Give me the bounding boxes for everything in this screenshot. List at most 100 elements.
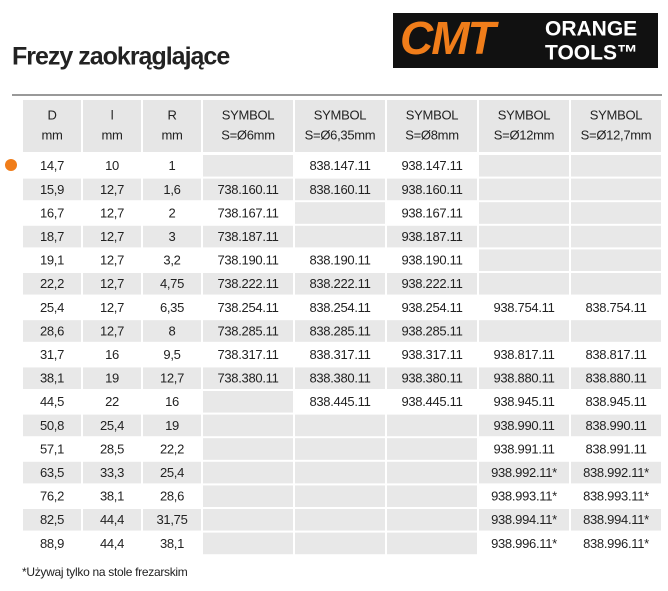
cell-text: 44,4 — [100, 512, 124, 527]
cell-text: 38,1 — [160, 536, 184, 551]
cell-text: 738.187.11 — [217, 229, 278, 244]
cell-bg — [571, 155, 661, 177]
cell-text: 838.817.11 — [585, 347, 646, 362]
cell-text: 76,2 — [40, 489, 64, 504]
cell-text: 938.254.11 — [401, 300, 462, 315]
cell-bg — [571, 202, 661, 224]
cell-text: 838.380.11 — [309, 371, 370, 386]
cell-text: 16 — [105, 347, 119, 362]
cell-bg — [143, 367, 201, 389]
cell-bg — [479, 225, 569, 248]
cell-bg — [387, 509, 477, 531]
cell-text: 12,7 — [100, 323, 124, 338]
cell-bg — [23, 461, 81, 484]
header-text: SYMBOL — [406, 107, 458, 122]
cell-bg — [387, 367, 477, 389]
cell-bg — [143, 225, 201, 248]
cell-text: 938.993.11* — [491, 489, 557, 504]
cell-bg — [295, 320, 385, 342]
cell-bg — [143, 461, 201, 484]
cell-bg — [23, 273, 81, 295]
cell-text: 31,7 — [40, 347, 64, 362]
cell-bg — [83, 461, 141, 484]
cell-text: 10 — [105, 158, 119, 173]
cell-bg — [295, 273, 385, 295]
cell-text: 14,7 — [40, 158, 64, 173]
cell-text: 738.317.11 — [217, 347, 278, 362]
header-text: S=Ø12,7mm — [581, 127, 652, 142]
cell-bg — [23, 225, 81, 248]
cell-text: 938.285.11 — [401, 323, 462, 338]
logo-box — [393, 13, 658, 68]
header-text: mm — [101, 127, 122, 142]
cell-bg — [203, 391, 293, 413]
cell-bg — [387, 414, 477, 437]
cell-bg — [571, 414, 661, 437]
cell-bg — [571, 320, 661, 342]
header-text: mm — [161, 127, 182, 142]
cell-bg — [387, 178, 477, 201]
cell-text: 3,2 — [163, 253, 180, 268]
cell-bg — [203, 225, 293, 248]
cell-text: 33,3 — [100, 465, 124, 480]
cell-text: 938.147.11 — [401, 158, 462, 173]
cell-bg — [23, 320, 81, 342]
cell-text: 938.996.11* — [491, 536, 557, 551]
cell-bg — [203, 178, 293, 201]
cell-text: 19 — [165, 418, 179, 433]
cell-text: 938.190.11 — [401, 253, 462, 268]
cell-text: 28,6 — [160, 489, 184, 504]
cell-bg — [203, 461, 293, 484]
header-cell — [83, 100, 141, 152]
cell-text: 31,75 — [156, 512, 187, 527]
cell-text: 738.285.11 — [217, 323, 278, 338]
logo-brand: CMT — [400, 12, 500, 64]
cell-bg — [295, 438, 385, 460]
header-text: R — [167, 107, 176, 122]
header-text: D — [47, 107, 56, 122]
cell-text: 838.160.11 — [309, 182, 370, 197]
cell-text: 28,5 — [100, 441, 124, 456]
cell-text: 738.254.11 — [217, 300, 278, 315]
cell-text: 88,9 — [40, 536, 64, 551]
header-cell — [479, 100, 569, 152]
cell-bg — [295, 461, 385, 484]
cell-text: 50,8 — [40, 418, 64, 433]
cell-text: 22,2 — [40, 276, 64, 291]
cell-bg — [203, 273, 293, 295]
cell-bg — [295, 367, 385, 389]
cell-bg — [83, 320, 141, 342]
cell-text: 38,1 — [100, 489, 124, 504]
cell-text: 938.991.11 — [493, 441, 554, 456]
cell-bg — [23, 367, 81, 389]
cell-text: 12,7 — [100, 182, 124, 197]
cell-text: 2 — [169, 205, 176, 220]
page-title: Frezy zaokrąglające — [12, 43, 230, 71]
cell-bg — [571, 178, 661, 201]
cell-text: 18,7 — [40, 229, 64, 244]
header-text: S=Ø8mm — [405, 127, 458, 142]
cell-text: 25,4 — [40, 300, 64, 315]
cell-bg — [295, 509, 385, 531]
cell-text: 44,5 — [40, 394, 64, 409]
cell-bg — [295, 532, 385, 555]
cell-text: 738.167.11 — [217, 205, 278, 220]
header-text: SYMBOL — [590, 107, 642, 122]
cell-bg — [387, 438, 477, 460]
cell-text: 738.190.11 — [217, 253, 278, 268]
new-icon — [5, 159, 17, 171]
cell-bg — [143, 320, 201, 342]
cell-bg — [387, 320, 477, 342]
cell-text: 838.222.11 — [309, 276, 370, 291]
header-text: SYMBOL — [498, 107, 550, 122]
cell-bg — [203, 155, 293, 177]
cell-bg — [479, 414, 569, 437]
cell-bg — [143, 414, 201, 437]
cell-bg — [83, 509, 141, 531]
logo-line: TOOLS™ — [545, 42, 638, 65]
cell-text: 57,1 — [40, 441, 64, 456]
cell-text: 738.160.11 — [217, 182, 278, 197]
cell-bg — [479, 509, 569, 531]
cell-bg — [479, 155, 569, 177]
